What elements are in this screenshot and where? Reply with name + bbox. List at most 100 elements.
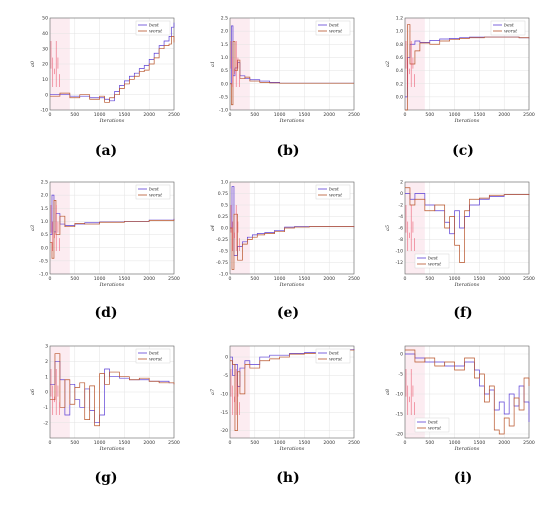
x-tick-label: 1000 — [274, 440, 286, 446]
y-tick-label: -15 — [395, 412, 403, 418]
x-tick-label: 2000 — [323, 276, 335, 282]
y-tick-label: 0.8 — [396, 42, 403, 48]
y-tick-label: 1 — [45, 374, 48, 380]
x-tick-label: 0 — [404, 440, 407, 446]
y-tick-label: 0.0 — [396, 94, 403, 100]
chart-5: 0 500 1000 1500 2000 2500 -1.0 -0.75 -0.5 -0.25 0.… — [210, 180, 360, 288]
legend-label-worst: worst — [149, 29, 162, 35]
y-tick-label: -10 — [40, 108, 48, 114]
x-axis-label: Iterations — [279, 118, 305, 124]
series-line-worst — [405, 24, 530, 111]
y-tick-label: -0.5 — [219, 94, 228, 100]
x-tick-label: 0 — [229, 276, 232, 282]
x-tick-label: 2500 — [168, 276, 180, 282]
y-tick-label: 10 — [42, 77, 48, 83]
chart-9: 0 500 1000 1500 2000 2500 -20 -15 -10 -5 0 Iteratio… — [385, 345, 535, 452]
legend-label-best: best — [149, 187, 159, 193]
x-tick-label: 1500 — [474, 276, 486, 282]
y-tick-label: -0.5 — [219, 249, 228, 255]
x-axis-label: Iterations — [454, 282, 480, 288]
legend-label-best: best — [329, 351, 339, 357]
y-tick-label: 2 — [45, 359, 48, 365]
x-axis-label: Iterations — [279, 446, 305, 452]
x-tick-label: 2000 — [143, 112, 155, 118]
panel-label: (e) — [276, 305, 300, 321]
y-tick-label: 0.25 — [218, 214, 228, 220]
y-axis-label: a2 — [385, 61, 391, 67]
y-tick-label: -15 — [220, 410, 228, 416]
x-tick-label: 1500 — [299, 440, 311, 446]
x-tick-label: 2000 — [498, 440, 510, 446]
y-tick-label: -1 — [43, 405, 48, 411]
y-tick-label: 0.75 — [218, 191, 228, 197]
x-tick-label: 2000 — [498, 276, 510, 282]
legend-label-worst: worst — [504, 29, 517, 35]
x-tick-label: 0 — [404, 276, 407, 282]
y-axis-label: a1 — [210, 61, 216, 67]
x-tick-label: 2500 — [168, 112, 180, 118]
chart-7: 0 500 1000 1500 2000 2500 -2 -1 0 1 2 3 Iterations a6… — [30, 344, 180, 452]
x-tick-label: 2000 — [143, 276, 155, 282]
legend-label-best: best — [149, 351, 159, 357]
panel-label: (i) — [453, 470, 473, 486]
x-axis-label: Iterations — [99, 282, 125, 288]
x-tick-label: 1000 — [449, 440, 461, 446]
x-axis-label: Iterations — [454, 118, 480, 124]
x-tick-label: 0 — [229, 112, 232, 118]
x-tick-label: 1500 — [474, 112, 486, 118]
x-tick-label: 1500 — [119, 276, 131, 282]
x-tick-label: 2500 — [523, 276, 535, 282]
x-tick-label: 0 — [229, 440, 232, 446]
y-tick-label: 2 — [400, 180, 403, 186]
y-tick-label: -0.5 — [39, 258, 48, 264]
legend-label-best: best — [149, 23, 159, 29]
y-tick-label: 0 — [45, 92, 48, 98]
x-tick-label: 2500 — [348, 112, 360, 118]
legend-label-worst: worst — [329, 29, 342, 35]
x-tick-label: 2500 — [348, 440, 360, 446]
legend-box — [414, 417, 450, 433]
y-tick-label: -10 — [220, 391, 228, 397]
x-tick-label: 500 — [250, 440, 259, 446]
y-tick-label: 1.2 — [396, 16, 403, 22]
panel-label: (c) — [452, 143, 474, 159]
y-tick-label: 2.0 — [41, 193, 48, 199]
y-tick-label: 0 — [225, 355, 228, 361]
x-tick-label: 500 — [70, 440, 79, 446]
y-tick-label: 1.0 — [396, 29, 403, 35]
legend-box — [315, 348, 351, 364]
y-tick-label: -4 — [398, 214, 403, 220]
legend-box — [135, 348, 171, 364]
legend-label-worst: worst — [428, 262, 441, 268]
y-tick-label: -20 — [220, 428, 228, 434]
legend-box — [414, 253, 450, 269]
exploration-band — [405, 346, 425, 438]
y-tick-label: 1.5 — [41, 206, 48, 212]
axes-frame — [49, 345, 175, 439]
x-tick-label: 2000 — [323, 440, 335, 446]
x-tick-label: 2500 — [168, 440, 180, 446]
y-tick-label: 0.5 — [221, 203, 228, 209]
legend-box — [135, 20, 171, 36]
chart-4: 0 500 1000 1500 2000 2500 -1.0 -0.5 0.0 0.5 1.0 1.5… — [30, 180, 180, 288]
x-tick-label: 1000 — [274, 112, 286, 118]
legend-box — [135, 184, 171, 200]
y-tick-label: 0.6 — [396, 55, 403, 61]
y-tick-label: -1.0 — [39, 272, 48, 278]
series-line-worst — [50, 353, 175, 427]
x-tick-label: 0 — [49, 440, 52, 446]
legend-box — [490, 20, 526, 36]
x-axis-label: Iterations — [279, 282, 305, 288]
x-tick-label: 500 — [70, 276, 79, 282]
legend-box — [315, 184, 351, 200]
y-tick-label: -12 — [395, 260, 403, 266]
panel-label: (f) — [453, 305, 473, 321]
y-tick-label: -0.25 — [216, 237, 228, 243]
x-tick-label: 500 — [425, 440, 434, 446]
y-tick-label: 3 — [45, 344, 48, 350]
axes-frame — [404, 345, 530, 439]
x-tick-label: 2500 — [523, 112, 535, 118]
y-tick-label: 2.5 — [221, 16, 228, 22]
x-tick-label: 0 — [49, 112, 52, 118]
